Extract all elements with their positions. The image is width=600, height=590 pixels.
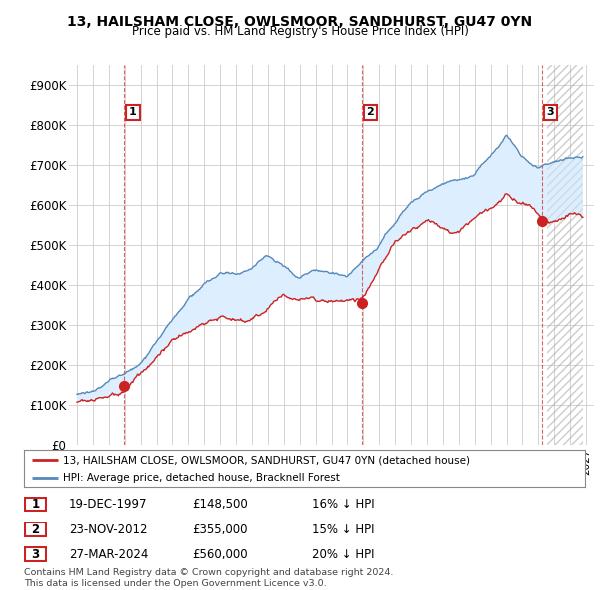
Text: 1: 1 (129, 107, 137, 117)
FancyBboxPatch shape (25, 497, 46, 512)
Text: Price paid vs. HM Land Registry's House Price Index (HPI): Price paid vs. HM Land Registry's House … (131, 25, 469, 38)
Text: 20% ↓ HPI: 20% ↓ HPI (312, 548, 374, 560)
Text: 13, HAILSHAM CLOSE, OWLSMOOR, SANDHURST, GU47 0YN: 13, HAILSHAM CLOSE, OWLSMOOR, SANDHURST,… (67, 15, 533, 29)
Text: 23-NOV-2012: 23-NOV-2012 (69, 523, 148, 536)
Text: 2: 2 (31, 523, 40, 536)
FancyBboxPatch shape (25, 522, 46, 536)
Text: 3: 3 (31, 548, 40, 560)
Text: £355,000: £355,000 (192, 523, 248, 536)
Text: 2: 2 (367, 107, 374, 117)
Text: 27-MAR-2024: 27-MAR-2024 (69, 548, 148, 560)
FancyBboxPatch shape (25, 547, 46, 561)
Text: Contains HM Land Registry data © Crown copyright and database right 2024.
This d: Contains HM Land Registry data © Crown c… (24, 568, 394, 588)
Text: HPI: Average price, detached house, Bracknell Forest: HPI: Average price, detached house, Brac… (63, 473, 340, 483)
Text: 19-DEC-1997: 19-DEC-1997 (69, 498, 148, 511)
Text: 16% ↓ HPI: 16% ↓ HPI (312, 498, 374, 511)
Text: £560,000: £560,000 (192, 548, 248, 560)
Text: £148,500: £148,500 (192, 498, 248, 511)
Text: 13, HAILSHAM CLOSE, OWLSMOOR, SANDHURST, GU47 0YN (detached house): 13, HAILSHAM CLOSE, OWLSMOOR, SANDHURST,… (63, 455, 470, 465)
Text: 15% ↓ HPI: 15% ↓ HPI (312, 523, 374, 536)
Text: 1: 1 (31, 498, 40, 511)
Text: 3: 3 (547, 107, 554, 117)
